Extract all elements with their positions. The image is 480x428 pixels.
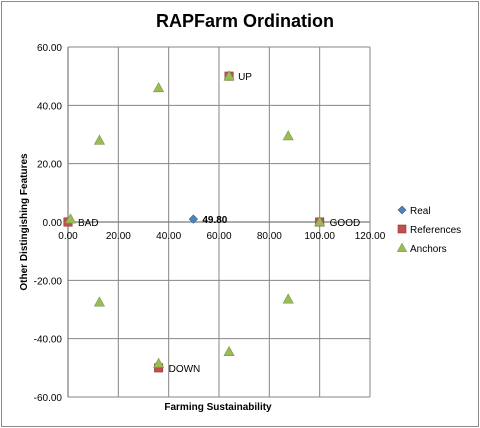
y-tick-label: 40.00 — [37, 101, 62, 112]
gridlines — [67, 46, 371, 398]
y-tick-label: -40.00 — [34, 335, 63, 346]
y-axis-title: Other Distingishing Features — [19, 153, 30, 291]
anchors-point — [93, 296, 106, 307]
chart-title: RAPFarm Ordination — [156, 11, 334, 31]
y-tick-label: 20.00 — [37, 160, 62, 171]
data-points — [63, 70, 326, 373]
annotation-label: UP — [238, 72, 252, 83]
y-tick-label: -20.00 — [34, 276, 63, 287]
legend-swatch-references — [397, 224, 407, 234]
legend-label-references: References — [410, 225, 461, 236]
legend-label-anchors: Anchors — [410, 244, 447, 255]
legend-swatch-anchors — [396, 242, 408, 252]
x-tick-label: 60.00 — [206, 231, 231, 242]
anchors-point — [314, 216, 326, 227]
annotation-label: GOOD — [330, 218, 361, 229]
real-point — [188, 214, 198, 224]
x-tick-label: 120.00 — [355, 231, 386, 242]
anchors-point — [282, 130, 294, 141]
y-tick-label: 0.00 — [43, 218, 63, 229]
y-tick-label: 60.00 — [37, 43, 62, 54]
annotation-label: BAD — [78, 218, 99, 229]
anchors-point — [64, 213, 77, 224]
x-tick-label: 40.00 — [156, 231, 181, 242]
legend: Real References Anchors — [396, 205, 461, 255]
x-tick-label: 100.00 — [304, 231, 335, 242]
y-tick-label: -60.00 — [34, 393, 63, 404]
x-axis-title: Farming Sustainability — [164, 402, 272, 413]
annotation-label: 49.80 — [202, 215, 227, 226]
anchors-point — [93, 134, 106, 145]
annotations: BAD GOOD UP DOWN 49.80 — [78, 72, 360, 375]
anchors-point — [223, 345, 235, 357]
legend-swatch-real — [397, 205, 407, 215]
anchors-point — [153, 357, 165, 368]
annotation-label: DOWN — [169, 364, 201, 375]
anchors-point — [282, 293, 294, 304]
legend-label-real: Real — [410, 206, 431, 217]
x-tick-label: 80.00 — [257, 231, 282, 242]
x-tick-label: 0.00 — [58, 231, 78, 242]
anchors-point — [153, 81, 165, 93]
x-tick-label: 20.00 — [106, 231, 131, 242]
anchors-point — [223, 70, 235, 81]
tick-labels: 0.00 20.00 40.00 60.00 80.00 100.00 120.00 60.0… — [34, 43, 386, 404]
